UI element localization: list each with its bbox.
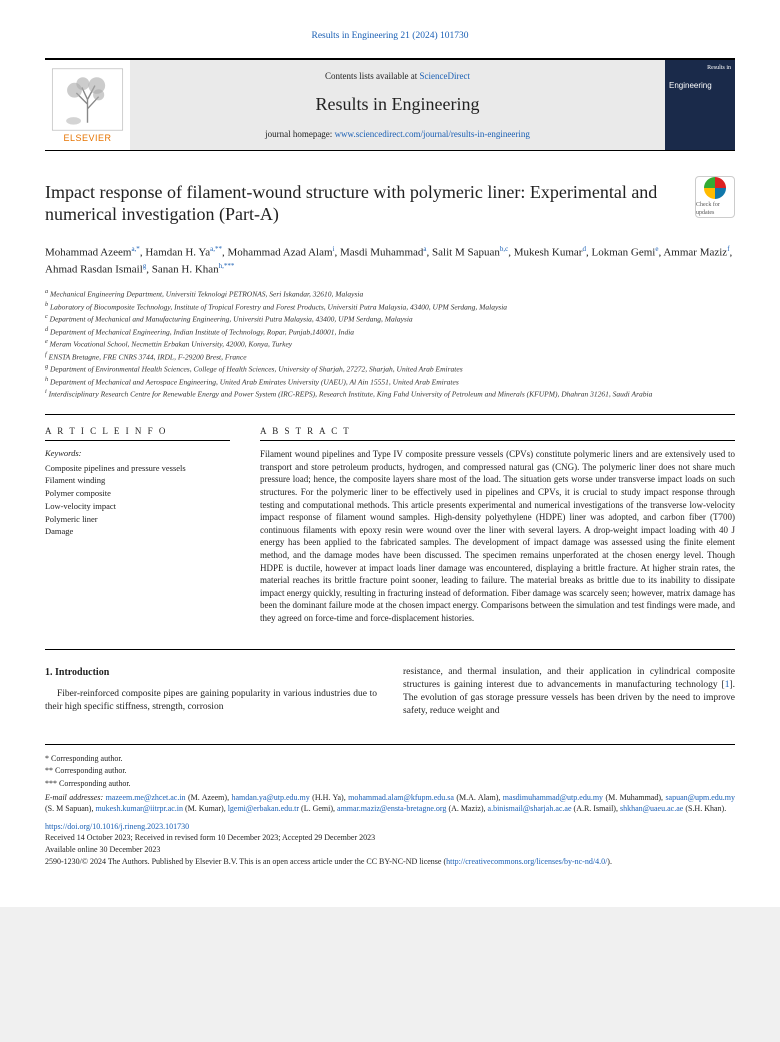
- abstract-label: A B S T R A C T: [260, 425, 735, 441]
- authors-list: Mohammad Azeema,*, Hamdan H. Yaa,**, Moh…: [45, 244, 735, 278]
- keywords-label: Keywords:: [45, 448, 230, 459]
- affiliations: a Mechanical Engineering Department, Uni…: [45, 288, 735, 400]
- email-link[interactable]: lgemi@erbakan.edu.tr: [228, 804, 299, 813]
- affiliation-item: b Laboratory of Biocomposite Technology,…: [45, 301, 735, 313]
- crossmark-icon: [704, 177, 726, 199]
- elsevier-logo: ELSEVIER: [45, 60, 130, 150]
- article-info-label: A R T I C L E I N F O: [45, 425, 230, 441]
- homepage-link[interactable]: www.sciencedirect.com/journal/results-in…: [335, 129, 530, 139]
- email-link[interactable]: sapuan@upm.edu.my: [665, 793, 735, 802]
- journal-name: Results in Engineering: [140, 92, 655, 116]
- keyword-item: Composite pipelines and pressure vessels: [45, 462, 230, 475]
- email-addresses: E-mail addresses: mazeem.me@zhcet.ac.in …: [45, 792, 735, 815]
- affiliation-item: d Department of Mechanical Engineering, …: [45, 326, 735, 338]
- corresponding-2: ** Corresponding author.: [45, 765, 735, 777]
- article-info-column: A R T I C L E I N F O Keywords: Composit…: [45, 425, 230, 624]
- email-link[interactable]: mukesh.kumar@iitrpr.ac.in: [95, 804, 183, 813]
- cover-title: Engineering: [669, 81, 731, 92]
- keyword-item: Low-velocity impact: [45, 500, 230, 513]
- email-link[interactable]: mazeem.me@zhcet.ac.in: [106, 793, 186, 802]
- header-middle: Contents lists available at ScienceDirec…: [130, 60, 665, 150]
- received-dates: Received 14 October 2023; Received in re…: [45, 832, 735, 844]
- license-line: 2590-1230/© 2024 The Authors. Published …: [45, 856, 735, 868]
- intro-paragraph-2: resistance, and thermal insulation, and …: [403, 666, 735, 719]
- keyword-item: Polymer composite: [45, 487, 230, 500]
- journal-homepage: journal homepage: www.sciencedirect.com/…: [140, 128, 655, 140]
- doi-link[interactable]: https://doi.org/10.1016/j.rineng.2023.10…: [45, 821, 735, 833]
- article-info-row: A R T I C L E I N F O Keywords: Composit…: [45, 425, 735, 624]
- check-updates-badge[interactable]: Check for updates: [695, 176, 735, 218]
- journal-reference: Results in Engineering 21 (2024) 101730: [45, 30, 735, 43]
- keywords-list: Composite pipelines and pressure vessels…: [45, 462, 230, 539]
- affiliation-item: c Department of Mechanical and Manufactu…: [45, 313, 735, 325]
- email-link[interactable]: hamdan.ya@utp.edu.my: [232, 793, 310, 802]
- email-link[interactable]: mohammad.alam@kfupm.edu.sa: [348, 793, 454, 802]
- divider: [45, 414, 735, 415]
- online-date: Available online 30 December 2023: [45, 844, 735, 856]
- intro-columns: 1. Introduction Fiber-reinforced composi…: [45, 666, 735, 719]
- affiliation-item: h Department of Mechanical and Aerospace…: [45, 376, 735, 388]
- email-link[interactable]: ammar.maziz@ensta-bretagne.org: [337, 804, 446, 813]
- elsevier-tree-icon: [50, 67, 125, 132]
- contents-available-text: Contents lists available at ScienceDirec…: [140, 70, 655, 82]
- affiliation-item: a Mechanical Engineering Department, Uni…: [45, 288, 735, 300]
- corresponding-3: *** Corresponding author.: [45, 778, 735, 790]
- email-link[interactable]: shkhan@uaeu.ac.ae: [620, 804, 683, 813]
- intro-heading: 1. Introduction: [45, 666, 377, 680]
- corresponding-1: * Corresponding author.: [45, 753, 735, 765]
- intro-paragraph-1: Fiber-reinforced composite pipes are gai…: [45, 688, 377, 715]
- keyword-item: Polymeric liner: [45, 513, 230, 526]
- sciencedirect-link[interactable]: ScienceDirect: [420, 71, 470, 81]
- article-title: Impact response of filament-wound struct…: [45, 181, 665, 226]
- abstract-text: Filament wound pipelines and Type IV com…: [260, 448, 735, 624]
- page-container: Results in Engineering 21 (2024) 101730 …: [0, 0, 780, 907]
- email-link[interactable]: a.binismail@sharjah.ac.ae: [488, 804, 572, 813]
- keyword-item: Damage: [45, 525, 230, 538]
- affiliation-item: i Interdisciplinary Research Centre for …: [45, 388, 735, 400]
- header-bar: ELSEVIER Contents lists available at Sci…: [45, 58, 735, 151]
- affiliation-item: g Department of Environmental Health Sci…: [45, 363, 735, 375]
- affiliation-item: f ENSTA Bretagne, FRE CNRS 3744, IRDL, F…: [45, 351, 735, 363]
- cover-brand: Results in: [707, 64, 731, 72]
- abstract-column: A B S T R A C T Filament wound pipelines…: [260, 425, 735, 624]
- elsevier-brand-text: ELSEVIER: [63, 132, 111, 144]
- affiliation-item: e Meram Vocational School, Necmettin Erb…: [45, 338, 735, 350]
- footer-block: * Corresponding author. ** Corresponding…: [45, 744, 735, 867]
- journal-cover-thumbnail: Results in Engineering: [665, 60, 735, 150]
- license-link[interactable]: http://creativecommons.org/licenses/by-n…: [446, 857, 607, 866]
- body-section: 1. Introduction Fiber-reinforced composi…: [45, 649, 735, 719]
- email-link[interactable]: masdimuhammad@utp.edu.my: [503, 793, 603, 802]
- keyword-item: Filament winding: [45, 474, 230, 487]
